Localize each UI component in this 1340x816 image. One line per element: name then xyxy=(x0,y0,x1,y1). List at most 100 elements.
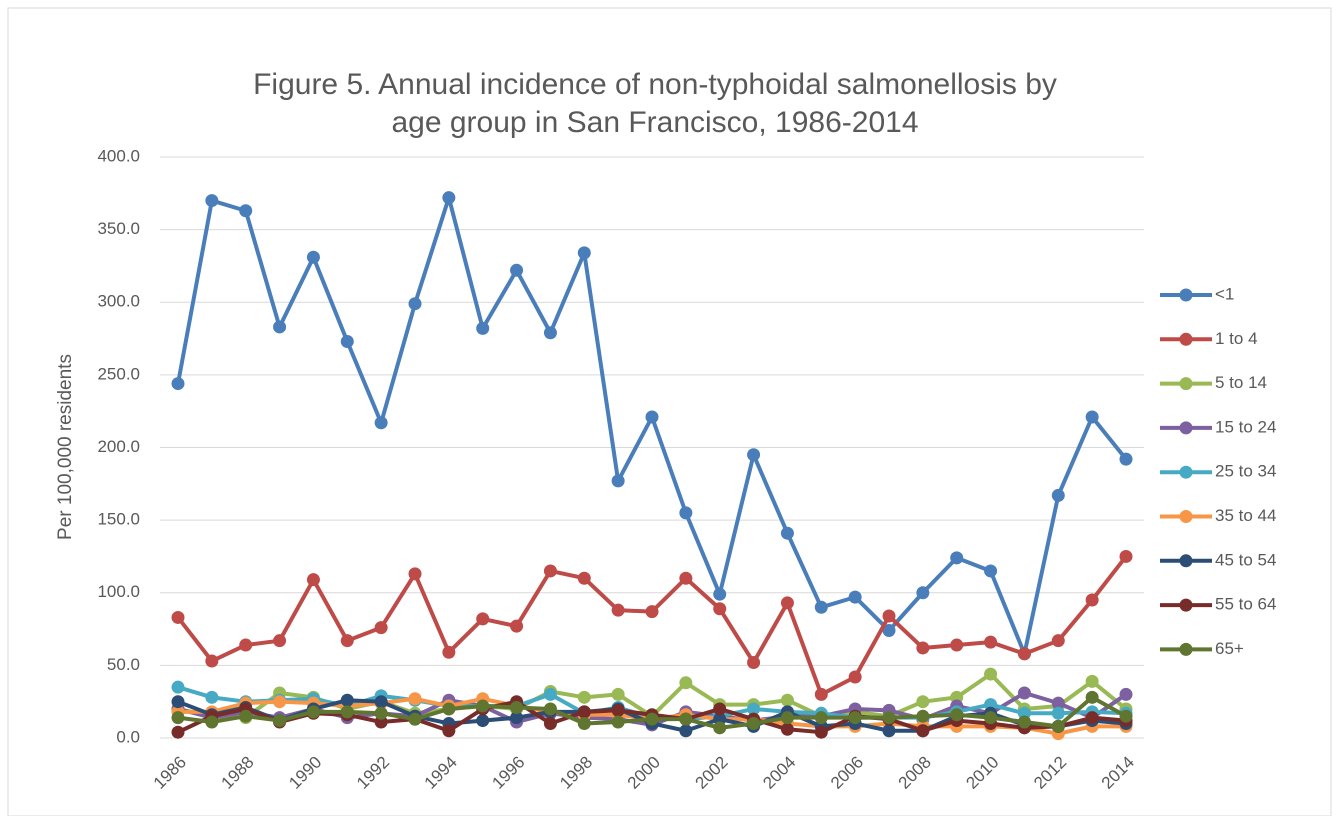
data-point xyxy=(543,702,557,716)
data-point xyxy=(1119,709,1133,723)
y-tick-label: 0.0 xyxy=(116,727,140,746)
x-tick-label: 1994 xyxy=(421,753,461,793)
legend-marker xyxy=(1179,510,1193,523)
legend-marker xyxy=(1179,288,1193,302)
data-point xyxy=(543,326,557,340)
data-point xyxy=(1051,719,1065,733)
legend-label: 1 to 4 xyxy=(1215,329,1258,348)
data-point xyxy=(205,715,219,729)
data-point xyxy=(205,194,219,208)
x-tick-label: 1992 xyxy=(353,753,393,793)
data-point xyxy=(476,321,490,335)
data-point xyxy=(340,334,354,348)
legend-label: 35 to 44 xyxy=(1215,506,1276,525)
legend-label: 55 to 64 xyxy=(1215,595,1276,614)
data-point xyxy=(780,596,794,610)
data-point xyxy=(442,191,456,205)
data-point xyxy=(442,702,456,716)
data-point xyxy=(984,635,998,649)
data-point xyxy=(476,612,490,626)
data-point xyxy=(848,711,862,725)
x-tick-label: 2006 xyxy=(827,753,867,793)
data-point xyxy=(1085,711,1099,725)
x-tick-label: 2010 xyxy=(962,753,1002,793)
legend-marker xyxy=(1179,465,1193,479)
data-point xyxy=(882,724,896,738)
data-point xyxy=(916,709,930,723)
data-point xyxy=(374,695,388,709)
y-axis-label: Per 100,000 residents xyxy=(55,354,76,540)
y-tick-label: 50.0 xyxy=(107,655,140,674)
data-point xyxy=(442,645,456,659)
data-point xyxy=(1051,488,1065,502)
data-point xyxy=(205,690,219,704)
data-point xyxy=(984,711,998,725)
data-point xyxy=(1085,593,1099,607)
legend-label: <1 xyxy=(1215,284,1234,303)
data-point xyxy=(984,564,998,578)
x-tick-label: 1998 xyxy=(556,753,596,793)
legend-marker xyxy=(1179,377,1193,391)
data-point xyxy=(713,602,727,616)
data-point xyxy=(340,693,354,707)
data-point xyxy=(916,641,930,655)
chart-border xyxy=(7,7,1332,816)
legend-label: 25 to 34 xyxy=(1215,462,1276,481)
data-point xyxy=(611,703,625,717)
data-point xyxy=(408,712,422,726)
data-point xyxy=(340,634,354,648)
data-point xyxy=(1085,410,1099,424)
x-tick-label: 1986 xyxy=(150,753,190,793)
data-point xyxy=(882,609,896,623)
data-point xyxy=(408,297,422,311)
data-point xyxy=(679,506,693,520)
data-point xyxy=(713,721,727,735)
data-point xyxy=(747,655,761,669)
data-point xyxy=(374,416,388,430)
data-point xyxy=(340,705,354,719)
data-point xyxy=(611,474,625,488)
data-point xyxy=(984,667,998,681)
data-point xyxy=(273,714,287,728)
data-point xyxy=(273,695,287,709)
data-point xyxy=(171,711,185,725)
data-point xyxy=(1051,634,1065,648)
y-tick-label: 150.0 xyxy=(97,510,140,529)
data-point xyxy=(273,320,287,334)
data-point xyxy=(713,587,727,601)
data-point xyxy=(814,687,828,701)
data-point xyxy=(577,705,591,719)
data-point xyxy=(1017,715,1031,729)
x-tick-label: 1990 xyxy=(285,753,325,793)
data-point xyxy=(442,724,456,738)
data-point xyxy=(882,711,896,725)
data-point xyxy=(679,571,693,585)
data-point xyxy=(543,687,557,701)
data-point xyxy=(950,638,964,652)
x-tick-label: 2000 xyxy=(624,753,664,793)
y-tick-label: 250.0 xyxy=(97,364,140,383)
data-point xyxy=(1119,549,1133,563)
data-point xyxy=(916,695,930,709)
data-point xyxy=(679,712,693,726)
x-tick-label: 2012 xyxy=(1030,753,1070,793)
data-point xyxy=(510,711,524,725)
y-tick-label: 300.0 xyxy=(97,292,140,311)
data-point xyxy=(916,586,930,600)
data-point xyxy=(814,711,828,725)
x-tick-label: 1996 xyxy=(488,753,528,793)
data-point xyxy=(848,590,862,604)
data-point xyxy=(510,700,524,714)
data-point xyxy=(645,410,659,424)
data-point xyxy=(171,695,185,709)
data-point xyxy=(543,716,557,730)
data-point xyxy=(510,263,524,277)
series-line xyxy=(176,555,1128,697)
data-point xyxy=(950,708,964,722)
data-point xyxy=(171,610,185,624)
legend-marker xyxy=(1179,598,1193,612)
data-point xyxy=(611,603,625,617)
data-point xyxy=(747,702,761,716)
data-point xyxy=(747,448,761,462)
